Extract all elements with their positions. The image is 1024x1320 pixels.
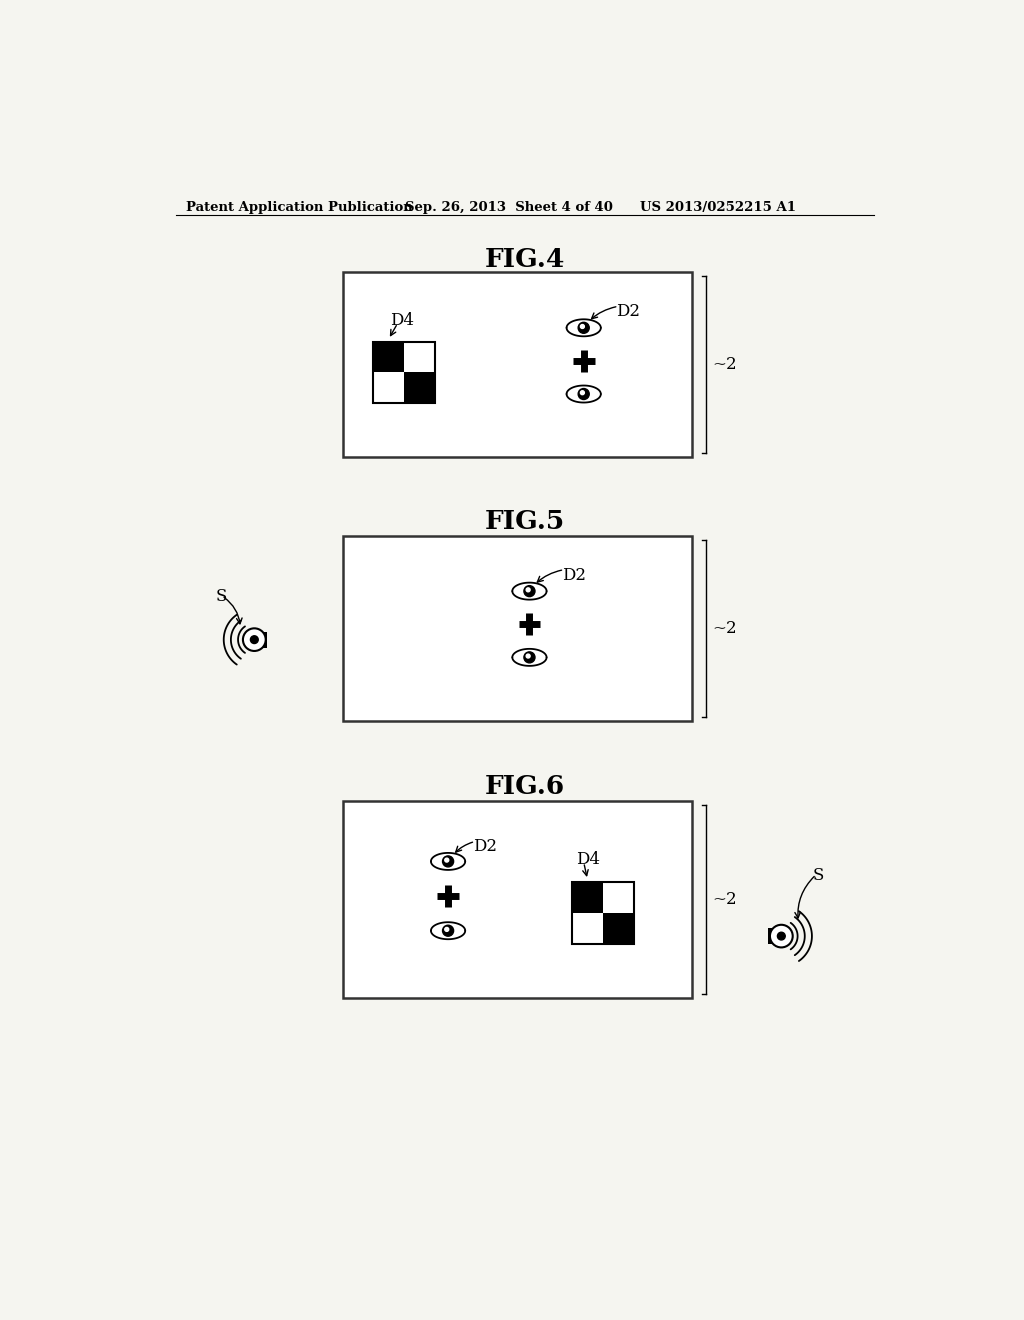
Bar: [373, 372, 403, 404]
Circle shape: [442, 925, 454, 936]
Circle shape: [770, 925, 793, 948]
Circle shape: [524, 586, 535, 597]
Text: D4: D4: [575, 851, 600, 869]
Bar: [603, 882, 634, 913]
Text: D2: D2: [616, 304, 640, 321]
Bar: [373, 342, 435, 404]
Text: Sep. 26, 2013  Sheet 4 of 40: Sep. 26, 2013 Sheet 4 of 40: [406, 201, 613, 214]
Circle shape: [444, 928, 449, 932]
Circle shape: [581, 391, 585, 395]
Bar: [373, 342, 403, 372]
Bar: [343, 801, 692, 998]
Text: S: S: [216, 589, 227, 605]
Bar: [259, 631, 267, 648]
Bar: [572, 913, 603, 944]
Circle shape: [251, 636, 258, 644]
Circle shape: [526, 587, 530, 591]
Text: D4: D4: [390, 313, 414, 330]
Text: FIG.6: FIG.6: [484, 775, 565, 800]
Circle shape: [777, 932, 785, 940]
Circle shape: [442, 855, 454, 867]
Polygon shape: [254, 631, 259, 648]
Bar: [403, 342, 435, 372]
Text: ~2: ~2: [713, 891, 737, 908]
Text: FIG.4: FIG.4: [484, 247, 565, 272]
Circle shape: [444, 858, 449, 862]
Circle shape: [526, 655, 530, 657]
Bar: [768, 928, 776, 944]
Bar: [343, 536, 692, 721]
Text: S: S: [812, 867, 823, 884]
Text: FIG.5: FIG.5: [484, 508, 565, 533]
Bar: [603, 913, 634, 944]
Text: ~2: ~2: [713, 619, 737, 636]
Text: US 2013/0252215 A1: US 2013/0252215 A1: [640, 201, 796, 214]
Bar: [572, 882, 603, 913]
Circle shape: [243, 628, 265, 651]
Circle shape: [581, 325, 585, 329]
Polygon shape: [776, 928, 781, 944]
Circle shape: [524, 652, 535, 663]
Text: D2: D2: [473, 838, 497, 855]
Text: ~2: ~2: [713, 356, 737, 374]
Bar: [572, 882, 634, 944]
Circle shape: [579, 388, 589, 400]
Circle shape: [579, 322, 589, 333]
Bar: [403, 372, 435, 404]
Bar: [343, 272, 692, 457]
Text: Patent Application Publication: Patent Application Publication: [186, 201, 413, 214]
Text: D2: D2: [562, 566, 586, 583]
